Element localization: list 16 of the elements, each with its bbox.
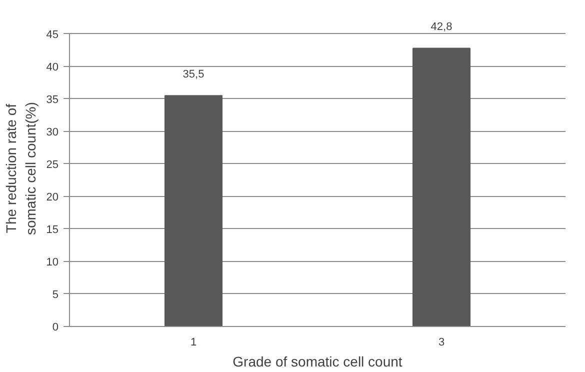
y-tick-label: 0 <box>52 322 59 334</box>
y-tick-label: 15 <box>46 224 59 236</box>
data-label: 35,5 <box>182 68 204 81</box>
y-tick-label: 10 <box>46 256 59 268</box>
y-tick-label: 45 <box>46 28 59 41</box>
y-tick-label: 30 <box>46 126 59 138</box>
data-label: 42,8 <box>430 21 452 34</box>
x-tick-label: 1 <box>190 336 197 348</box>
x-tick-label: 3 <box>438 336 445 348</box>
y-tick-label: 40 <box>46 61 59 74</box>
y-tick-label: 20 <box>46 191 59 204</box>
y-tick-label: 25 <box>46 158 59 171</box>
y-axis-title: The reduction rate of somatic cell count(%) <box>3 102 38 236</box>
y-tick-label: 35 <box>46 94 59 106</box>
y-tick-label: 5 <box>52 288 59 301</box>
x-axis-title: Grade of somatic cell count <box>232 354 402 370</box>
